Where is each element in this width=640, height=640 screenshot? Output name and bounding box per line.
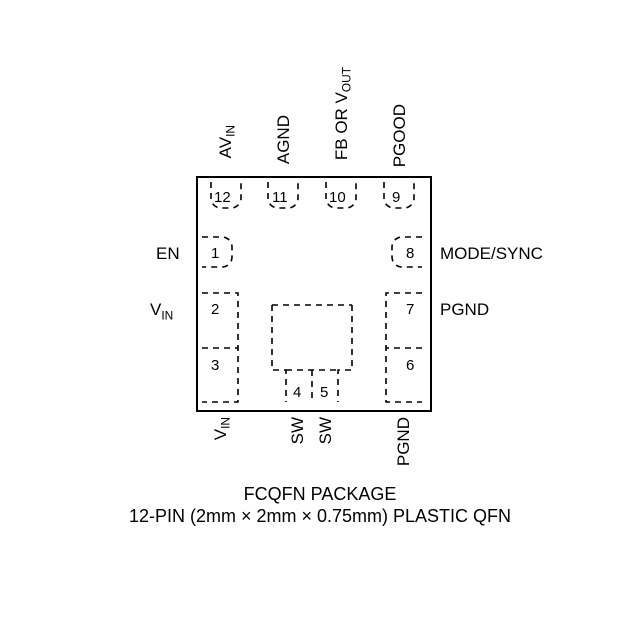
pin-num-3: 3 bbox=[211, 357, 219, 374]
caption-subtitle: 12-PIN (2mm × 2mm × 0.75mm) PLASTIC QFN bbox=[0, 506, 640, 527]
caption-title: FCQFN PACKAGE bbox=[0, 484, 640, 505]
pin-num-7: 7 bbox=[406, 301, 414, 318]
pin-num-12: 12 bbox=[214, 189, 231, 206]
label-pin6b: PGND bbox=[394, 417, 414, 466]
pin-num-11: 11 bbox=[272, 189, 288, 206]
pin-num-8: 8 bbox=[406, 245, 414, 262]
label-pin5: SW bbox=[316, 417, 336, 444]
pin-num-9: 9 bbox=[392, 189, 400, 206]
label-pin11: AGND bbox=[274, 115, 294, 164]
label-pin10: FB OR VOUT bbox=[332, 67, 353, 160]
label-pin9: PGOOD bbox=[390, 104, 410, 167]
label-pin12: AVIN bbox=[216, 125, 237, 158]
pin-num-5: 5 bbox=[320, 384, 328, 401]
label-pin7: PGND bbox=[440, 300, 489, 320]
label-pin3b: VIN bbox=[211, 417, 232, 440]
pin-pads-svg: 12 11 10 9 1 2 3 8 7 6 4 5 bbox=[0, 0, 640, 640]
label-pin1: EN bbox=[156, 244, 180, 264]
pin-num-4: 4 bbox=[293, 384, 301, 401]
pin-num-10: 10 bbox=[329, 189, 346, 206]
pin-num-1: 1 bbox=[211, 245, 219, 262]
label-pin8: MODE/SYNC bbox=[440, 244, 543, 264]
label-pin2: VIN bbox=[150, 300, 173, 322]
diagram-container: 12 11 10 9 1 2 3 8 7 6 4 5 AVIN AGND FB … bbox=[0, 0, 640, 640]
pin-num-2: 2 bbox=[211, 301, 219, 318]
pin-num-6: 6 bbox=[406, 357, 414, 374]
label-pin4: SW bbox=[288, 417, 308, 444]
